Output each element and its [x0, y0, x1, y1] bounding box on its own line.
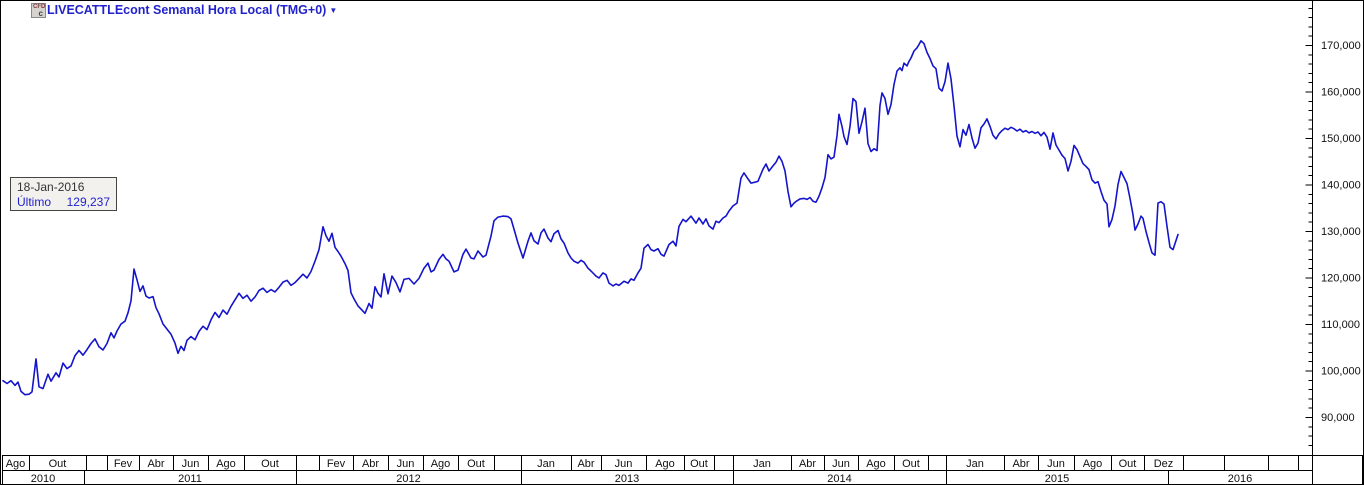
x-axis-year-cell-label: 2010 — [31, 473, 55, 484]
price-line — [2, 40, 1179, 396]
axis-corner-cell — [1312, 455, 1363, 484]
chevron-down-icon[interactable]: ▼ — [329, 6, 338, 15]
last-value-tooltip: 18-Jan-2016 Último 129,237 — [10, 177, 117, 211]
x-axis-month-cell-label: Jun — [832, 458, 850, 470]
x-axis-month-cell-label: Fev — [327, 458, 346, 470]
y-axis-label: 110,000 — [1321, 319, 1360, 331]
x-axis-month-cell-label: Fev — [114, 458, 133, 470]
x-axis-month-cell-label: Out — [261, 458, 279, 470]
y-axis-label: 130,000 — [1321, 226, 1361, 238]
chart-header[interactable]: CFD c LIVECATTLEcont Semanal Hora Local … — [31, 3, 337, 18]
x-axis-month-cell-label: Jan — [537, 458, 555, 470]
x-axis-month-cell-label: Ago — [866, 458, 886, 470]
x-axis-month-cell-label: Jun — [615, 458, 633, 470]
x-axis-year-cell-label: 2014 — [827, 473, 851, 484]
x-axis-month-cell-label: Jun — [1047, 458, 1065, 470]
x-axis-month-cell-label: Ago — [1083, 458, 1103, 470]
tooltip-date: 18-Jan-2016 — [17, 180, 85, 194]
x-axis-month-cell[interactable] — [296, 455, 320, 471]
x-axis-year-cell-label: 2011 — [178, 473, 202, 484]
x-axis-year-cell-label: 2015 — [1045, 473, 1069, 484]
y-axis-label: 150,000 — [1321, 133, 1361, 145]
x-axis-month-cell-label: Abr — [147, 458, 164, 470]
x-axis-month-cell[interactable] — [86, 455, 108, 471]
x-axis-month-cell-label: Jun — [182, 458, 200, 470]
instrument-icon-top-text: CFD — [33, 4, 46, 10]
x-axis-month-cell[interactable] — [1183, 455, 1225, 471]
x-axis-month-cell-label: Ago — [431, 458, 451, 470]
x-axis-month-cell-label: Out — [49, 458, 67, 470]
x-axis-month-cell-label: Jan — [753, 458, 771, 470]
x-axis-year-cell-label: 2016 — [1228, 473, 1252, 484]
x-axis-month-cell-label: Jun — [397, 458, 415, 470]
x-axis-month-cell-label: Ago — [6, 458, 26, 470]
y-axis-label: 170,000 — [1321, 40, 1361, 52]
x-axis-month-cell[interactable] — [1268, 455, 1299, 471]
x-axis-month-cell-label: Abr — [362, 458, 379, 470]
x-axis-month-cell[interactable] — [1298, 455, 1313, 471]
x-axis-month-cell[interactable] — [494, 455, 522, 471]
x-axis-month-cell-label: Out — [467, 458, 485, 470]
x-axis-month-cell-label: Dez — [1154, 458, 1174, 470]
y-axis-label: 100,000 — [1321, 366, 1361, 378]
x-axis-month-cell[interactable] — [1224, 455, 1269, 471]
instrument-type-icon: CFD c — [31, 3, 46, 18]
x-axis-month-cell[interactable] — [928, 455, 947, 471]
x-axis-month-cell-label: Jan — [966, 458, 984, 470]
x-axis-month-cell-label: Abr — [1012, 458, 1029, 470]
x-axis-month-cell-label: Ago — [655, 458, 675, 470]
x-axis-month-cell-label: Ago — [216, 458, 236, 470]
chart-title[interactable]: LIVECATTLEcont Semanal Hora Local (TMG+0… — [47, 3, 327, 17]
y-axis-label: 90,000 — [1321, 412, 1355, 424]
instrument-icon-bottom-text: c — [38, 9, 43, 18]
x-axis-year-cell-label: 2012 — [396, 473, 420, 484]
x-axis-month-cell-label: Out — [1119, 458, 1137, 470]
y-axis-label: 160,000 — [1321, 87, 1361, 99]
x-axis-month-cell-label: Out — [690, 458, 708, 470]
tooltip-last-value: 129,237 — [66, 195, 110, 209]
y-axis-label: 120,000 — [1321, 273, 1361, 285]
tooltip-series-label: Último — [17, 195, 52, 209]
y-axis-label: 140,000 — [1321, 180, 1361, 192]
x-axis-month-cell-label: Out — [902, 458, 920, 470]
x-axis-year-cell-label: 2013 — [615, 473, 639, 484]
x-axis-month-cell-label: Abr — [799, 458, 816, 470]
x-axis-month-cell[interactable] — [714, 455, 734, 471]
x-axis-month-cell-label: Abr — [577, 458, 594, 470]
